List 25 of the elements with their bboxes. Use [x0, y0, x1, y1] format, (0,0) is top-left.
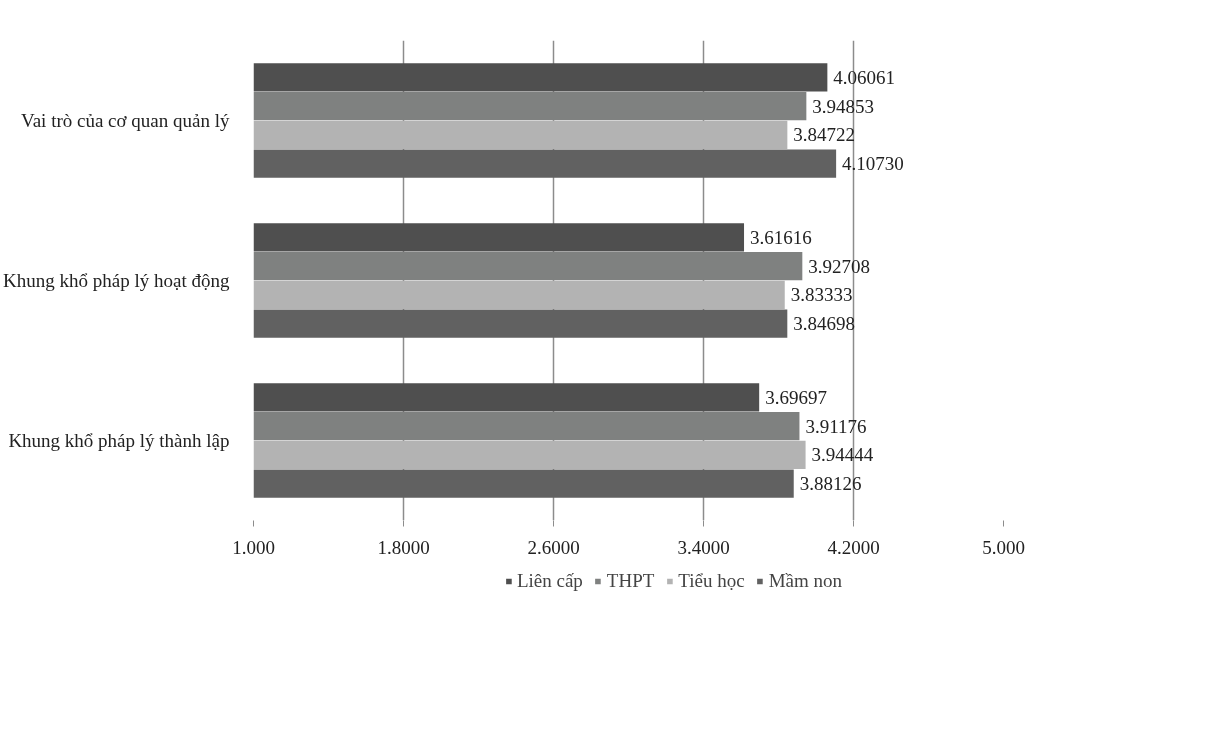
- legend-label: Mầm non: [768, 570, 843, 592]
- legend-label: Liên cấp: [516, 570, 583, 592]
- data-label: 3.84722: [793, 124, 856, 146]
- data-label: 4.06061: [833, 66, 896, 88]
- y-tick-label: Khung khổ pháp lý thành lập: [8, 430, 230, 451]
- data-label: 4.10730: [842, 153, 904, 175]
- data-label: 3.83333: [790, 284, 853, 306]
- data-label: 3.94853: [812, 95, 875, 117]
- x-tick-label: 5.000: [982, 536, 1025, 558]
- y-tick-label: Vai trò của cơ quan quản lý: [21, 110, 230, 131]
- x-tick-label: 1.000: [232, 536, 275, 558]
- data-label: 3.84698: [793, 313, 856, 335]
- data-label: 3.92708: [808, 255, 871, 277]
- data-label: 3.61616: [750, 226, 812, 248]
- x-tick-label: 2.6000: [527, 536, 580, 558]
- legend-label: THPT: [606, 570, 655, 592]
- data-label: 3.88126: [799, 473, 862, 495]
- x-tick-label: 3.4000: [677, 536, 730, 558]
- x-tick-label: 1.8000: [377, 536, 430, 558]
- data-label: 3.69697: [765, 386, 827, 408]
- y-tick-label: Khung khổ pháp lý hoạt động: [3, 270, 230, 291]
- data-label: 3.91176: [805, 415, 867, 437]
- x-tick-label: 4.2000: [827, 536, 880, 558]
- legend-label: Tiểu học: [678, 570, 745, 592]
- data-label: 3.94444: [811, 444, 874, 466]
